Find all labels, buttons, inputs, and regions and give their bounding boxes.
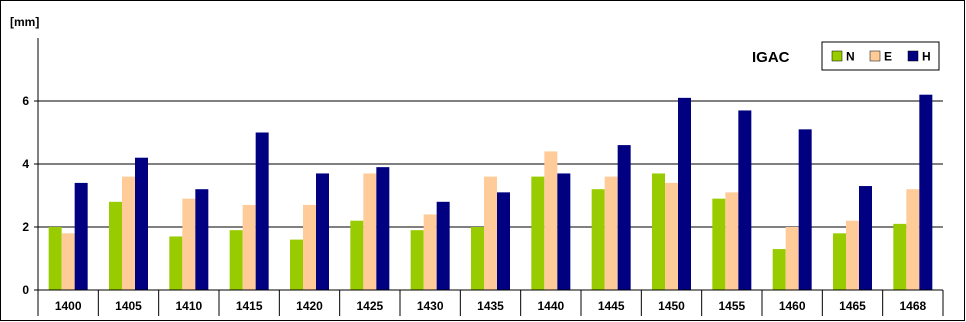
bars [48, 94, 933, 290]
bar-h-1430 [436, 201, 450, 290]
legend-swatch-h [907, 50, 919, 62]
bar-n-1440 [531, 176, 545, 290]
bar-n-1465 [833, 233, 846, 290]
bar-n-1405 [109, 201, 122, 290]
x-tick-label: 1435 [477, 299, 504, 313]
bar-h-1445 [617, 145, 631, 290]
y-tick-label: 0 [22, 283, 29, 297]
bar-e-1435 [484, 176, 497, 290]
bar-h-1455 [738, 110, 752, 290]
bar-h-1425 [376, 167, 390, 290]
bar-e-1410 [182, 198, 196, 290]
x-tick-label: 1425 [356, 299, 383, 313]
bar-e-1450 [665, 182, 678, 290]
bar-n-1460 [772, 249, 786, 290]
bar-h-1440 [557, 173, 571, 290]
x-tick-label: 1445 [598, 299, 625, 313]
bar-h-1400 [74, 182, 88, 290]
bar-h-1468 [919, 94, 933, 290]
legend-label-e: E [884, 50, 892, 64]
bar-n-1400 [48, 227, 62, 290]
bar-n-1430 [410, 230, 424, 290]
bar-e-1430 [423, 214, 437, 290]
bar-h-1450 [678, 97, 691, 290]
bar-e-1405 [122, 176, 135, 290]
bar-h-1410 [195, 189, 209, 290]
bar-h-1420 [316, 173, 329, 290]
y-tick-label: 4 [22, 157, 29, 171]
y-axis-unit-label: [mm] [10, 15, 39, 29]
x-tick-label: 1440 [537, 299, 564, 313]
bar-n-1425 [350, 220, 364, 290]
bar-e-1455 [725, 192, 739, 290]
x-tick-label: 1460 [779, 299, 806, 313]
bar-n-1410 [169, 236, 183, 290]
bar-e-1465 [846, 220, 859, 290]
x-tick-label: 1420 [296, 299, 323, 313]
x-tick-label: 1430 [417, 299, 444, 313]
bar-h-1415 [255, 132, 269, 290]
bar-n-1415 [229, 230, 243, 290]
x-tick-label: 1400 [55, 299, 82, 313]
chart-title: IGAC [752, 49, 790, 66]
axes: 0 2 4 6 1400 1405 1410 1415 1420 1425 1430 1435 1440… [22, 38, 944, 316]
legend-swatch-n [831, 50, 843, 62]
bar-n-1455 [712, 198, 726, 290]
x-tick-label: 1415 [236, 299, 263, 313]
bar-e-1460 [785, 227, 799, 290]
bar-n-1450 [652, 173, 665, 290]
bar-n-1445 [591, 189, 605, 290]
x-tick-label: 1468 [899, 299, 926, 313]
bar-n-1435 [471, 227, 484, 290]
bar-h-1460 [798, 129, 812, 290]
legend-label-h: H [922, 50, 931, 64]
legend-swatch-e [869, 50, 881, 62]
bar-e-1468 [906, 189, 920, 290]
x-tick-label: 1450 [658, 299, 685, 313]
x-tick-label: 1455 [718, 299, 745, 313]
bar-h-1435 [497, 192, 510, 290]
x-tick-label: 1465 [839, 299, 866, 313]
x-tick-label: 1410 [175, 299, 202, 313]
bar-e-1400 [61, 233, 75, 290]
bar-h-1465 [859, 186, 872, 290]
legend-label-n: N [846, 50, 855, 64]
bar-e-1425 [363, 173, 377, 290]
y-tick-label: 2 [22, 220, 29, 234]
bar-h-1405 [135, 157, 148, 290]
bar-n-1420 [290, 239, 303, 290]
y-tick-label: 6 [22, 94, 29, 108]
bar-e-1440 [544, 151, 558, 290]
x-tick-label: 1405 [115, 299, 142, 313]
bar-n-1468 [893, 223, 907, 290]
bar-e-1415 [242, 204, 256, 290]
bar-e-1420 [303, 204, 316, 290]
bar-e-1445 [604, 176, 618, 290]
